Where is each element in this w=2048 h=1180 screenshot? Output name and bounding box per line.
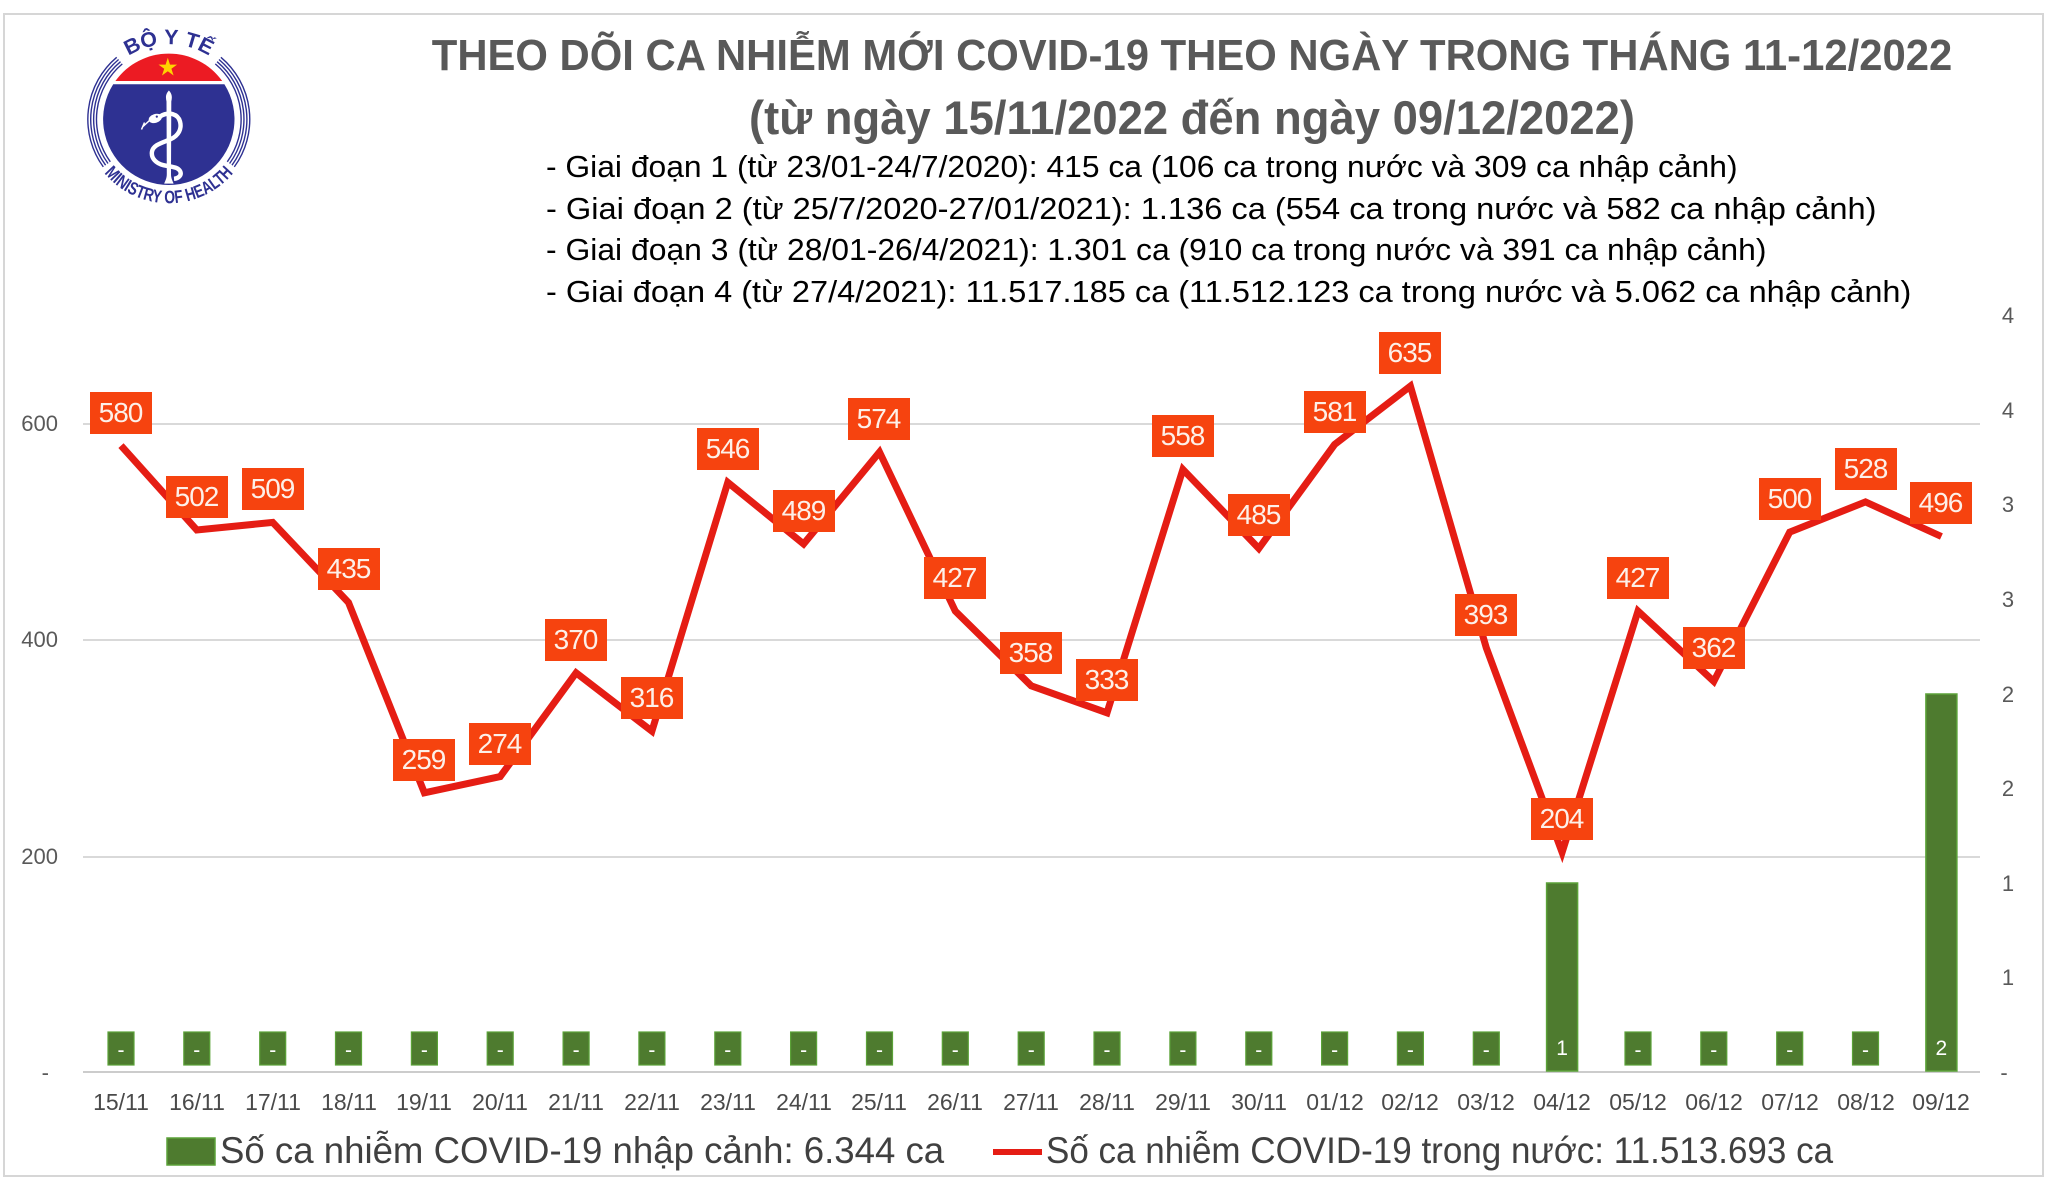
svg-text:1: 1 <box>1556 1037 1568 1060</box>
svg-text:-: - <box>1255 1039 1262 1062</box>
svg-text:-: - <box>1862 1039 1869 1062</box>
svg-text:-: - <box>193 1039 200 1062</box>
svg-text:-: - <box>876 1039 883 1062</box>
svg-text:-: - <box>1179 1039 1186 1062</box>
svg-text:-: - <box>724 1039 731 1062</box>
svg-text:-: - <box>118 1039 125 1062</box>
svg-text:-: - <box>1710 1039 1717 1062</box>
svg-text:2: 2 <box>1936 1037 1948 1060</box>
svg-text:-: - <box>1407 1039 1414 1062</box>
svg-text:-: - <box>1483 1039 1490 1062</box>
svg-text:-: - <box>1331 1039 1338 1062</box>
svg-text:-: - <box>421 1039 428 1062</box>
svg-text:-: - <box>269 1039 276 1062</box>
svg-text:-: - <box>345 1039 352 1062</box>
svg-text:-: - <box>573 1039 580 1062</box>
svg-text:-: - <box>1786 1039 1793 1062</box>
svg-text:-: - <box>1028 1039 1035 1062</box>
svg-text:-: - <box>952 1039 959 1062</box>
svg-text:-: - <box>1635 1039 1642 1062</box>
svg-text:-: - <box>497 1039 504 1062</box>
svg-text:-: - <box>648 1039 655 1062</box>
svg-text:-: - <box>1104 1039 1111 1062</box>
svg-text:-: - <box>800 1039 807 1062</box>
